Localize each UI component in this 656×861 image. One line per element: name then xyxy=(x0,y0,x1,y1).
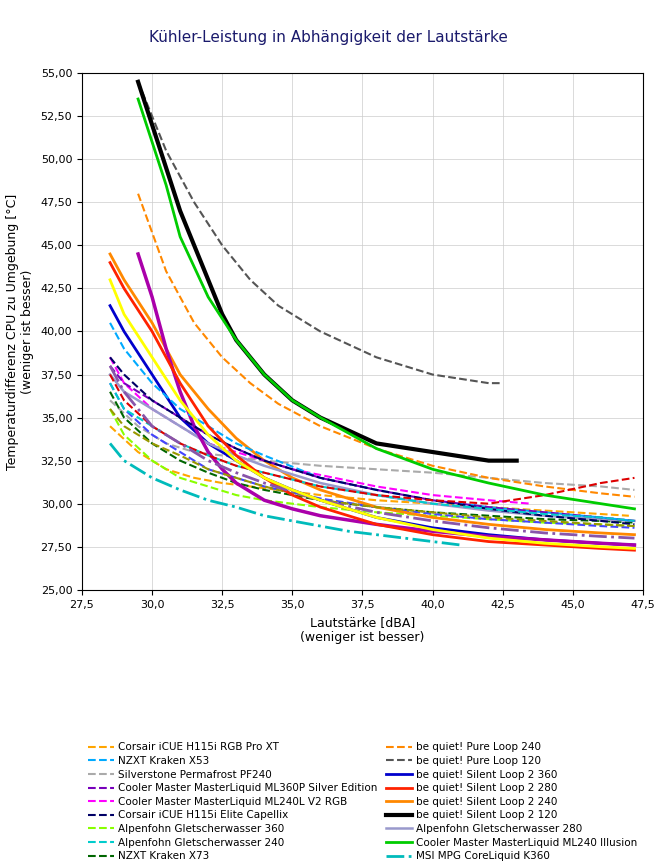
Y-axis label: Temperaturdifferenz CPU zu Umgebung [°C]
(weniger ist besser): Temperaturdifferenz CPU zu Umgebung [°C]… xyxy=(6,194,33,469)
Legend: Corsair iCUE H115i RGB Pro XT, NZXT Kraken X53, Silverstone Permafrost PF240, Co: Corsair iCUE H115i RGB Pro XT, NZXT Krak… xyxy=(88,742,637,861)
Text: Kühler-Leistung in Abhängigkeit der Lautstärke: Kühler-Leistung in Abhängigkeit der Laut… xyxy=(148,30,508,45)
X-axis label: Lautstärke [dBA]
(weniger ist besser): Lautstärke [dBA] (weniger ist besser) xyxy=(300,616,424,644)
